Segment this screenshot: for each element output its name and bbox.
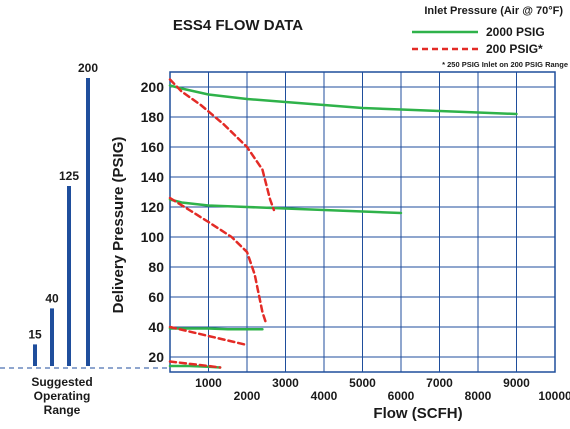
x-tick-label: 2000: [234, 389, 261, 403]
y-tick-label: 140: [141, 169, 165, 185]
legend-title: Inlet Pressure (Air @ 70°F): [424, 5, 563, 17]
x-tick-label: 6000: [388, 389, 415, 403]
x-tick-labels: 1000 2000 3000 4000 5000 6000 7000 8000 9000 1000…: [195, 376, 570, 403]
operating-range-bars: 15 40 125 200: [28, 61, 98, 366]
range-bar: [50, 308, 54, 366]
y-tick-labels: 20 40 60 80 100 120 140 160 180 200: [141, 79, 165, 365]
x-tick-label: 3000: [272, 376, 299, 390]
y-tick-label: 40: [148, 319, 164, 335]
range-bar: [33, 344, 37, 366]
y-tick-label: 20: [148, 349, 164, 365]
x-axis-label: Flow (SCFH): [373, 405, 462, 422]
range-bar: [67, 186, 71, 366]
legend-label-2000: 2000 PSIG: [486, 25, 545, 39]
x-tick-label: 10000: [538, 389, 570, 403]
x-tick-label: 4000: [311, 389, 338, 403]
y-tick-label: 80: [148, 259, 164, 275]
range-caption-line-2: Operating: [34, 389, 91, 403]
curves: [168, 78, 518, 369]
y-tick-label: 100: [141, 229, 165, 245]
x-tick-label: 5000: [349, 376, 376, 390]
range-bar-label: 125: [59, 169, 79, 183]
y-tick-label: 200: [141, 79, 165, 95]
range-bar: [86, 78, 90, 366]
y-tick-label: 60: [148, 289, 164, 305]
x-tick-label: 1000: [195, 376, 222, 390]
range-caption-line-1: Suggested: [31, 375, 92, 389]
range-bar-label: 40: [45, 291, 59, 305]
legend: Inlet Pressure (Air @ 70°F) 2000 PSIG 20…: [412, 5, 568, 69]
y-tick-label: 160: [141, 139, 165, 155]
chart-title: ESS4 FLOW DATA: [173, 17, 303, 34]
curve-200-psig: [168, 325, 249, 347]
grid: [170, 72, 556, 372]
curve-2000-psig: [168, 198, 403, 215]
curve-200-psig: [168, 196, 268, 326]
y-tick-label: 120: [141, 199, 165, 215]
x-tick-label: 8000: [465, 389, 492, 403]
y-tick-label: 180: [141, 109, 165, 125]
legend-label-200: 200 PSIG*: [486, 42, 543, 56]
x-tick-label: 7000: [426, 376, 453, 390]
legend-note: * 250 PSIG Inlet on 200 PSIG Range: [442, 60, 568, 69]
curve-200-psig: [168, 360, 222, 369]
curve-200-psig: [168, 78, 276, 212]
curve-2000-psig: [168, 327, 264, 331]
curve-2000-psig: [168, 84, 518, 116]
range-bar-label: 200: [78, 61, 98, 75]
range-bar-label: 15: [28, 327, 42, 341]
range-caption-line-3: Range: [44, 403, 81, 417]
y-axis-label: Delivery Pressure (PSIG): [110, 137, 127, 314]
x-tick-label: 9000: [503, 376, 530, 390]
